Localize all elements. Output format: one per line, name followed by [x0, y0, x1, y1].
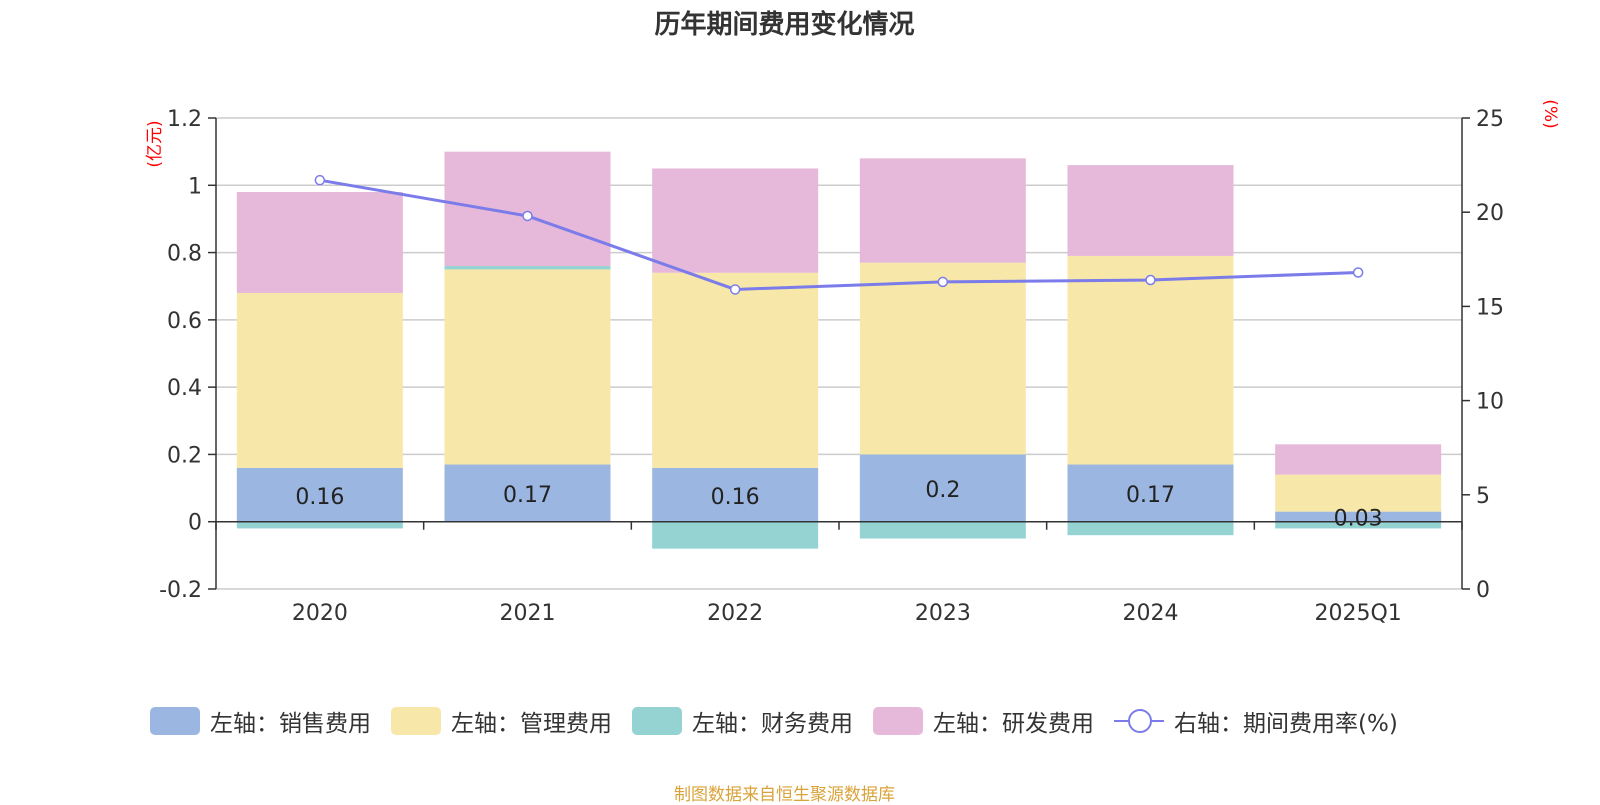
- legend: 左轴：销售费用 左轴：管理费用 左轴：财务费用 左轴：研发费用 右轴：期间费用率…: [150, 703, 1418, 739]
- expense-rate-point-2025Q1: [1352, 267, 1364, 278]
- left-axis-tick-label: 0.6: [167, 309, 202, 334]
- expense-rate-point-2024: [1145, 274, 1156, 286]
- bar-3-2023: [859, 158, 1026, 263]
- expense-rate-point-2021: [522, 210, 533, 222]
- x-axis-tick-label: 2020: [292, 601, 348, 626]
- bar-2-2022: [652, 521, 819, 549]
- legend-swatch-rnd: [873, 707, 923, 735]
- legend-label-rnd: 左轴：研发费用: [933, 711, 1094, 737]
- left-axis-tick-label: 0: [188, 511, 202, 536]
- bar-2-2021: [444, 266, 611, 270]
- bar-3-2022: [652, 168, 819, 273]
- bar-1-2024: [1067, 255, 1234, 465]
- legend-label-finance: 左轴：财务费用: [692, 711, 853, 737]
- legend-label-sales: 左轴：销售费用: [210, 711, 371, 737]
- bar-1-2025Q1: [1275, 474, 1442, 512]
- left-axis-tick-label: 0.8: [167, 242, 202, 267]
- bar-2-2024: [1067, 521, 1234, 536]
- right-axis-tick-label: 10: [1476, 390, 1504, 415]
- bar-2-2020: [236, 521, 403, 529]
- left-axis-unit-label: (亿元): [145, 120, 165, 167]
- bar-3-2020: [236, 192, 403, 293]
- chart-area: -0.2 0 0.2 0.4 0.6 0.8 1 1.2 0 5 10 15 20 25 (亿元) (%) 20…: [145, 99, 1560, 626]
- right-axis-tick-label: 20: [1476, 201, 1504, 226]
- data-label-sales: 0.03: [1334, 507, 1383, 532]
- left-axis-tick-label: 1.2: [167, 107, 202, 132]
- expense-rate-point-2022: [729, 284, 741, 295]
- bar-0-2023: [859, 454, 1026, 522]
- legend-item-finance[interactable]: 左轴：财务费用: [632, 704, 853, 738]
- right-axis-tick-label: 0: [1476, 578, 1490, 603]
- bar-3-2024: [1067, 165, 1234, 256]
- bar-1-2023: [859, 262, 1026, 455]
- x-axis-tick-label: 2023: [915, 601, 971, 626]
- left-axis-tick-label: 0.2: [167, 443, 202, 468]
- legend-swatch-sales: [150, 707, 200, 735]
- legend-item-rnd[interactable]: 左轴：研发费用: [873, 704, 1094, 738]
- source-footer: 制图数据来自恒生聚源数据库: [674, 785, 895, 805]
- legend-item-admin[interactable]: 左轴：管理费用: [391, 704, 612, 738]
- legend-label-expense-rate: 右轴：期间费用率(%): [1174, 711, 1398, 737]
- expense-rate-point-2023: [937, 276, 949, 288]
- bar-1-2021: [444, 269, 611, 465]
- bar-0-2020: [236, 467, 403, 522]
- x-axis-tick-label: 2021: [500, 601, 556, 626]
- x-axis-tick-label: 2024: [1123, 601, 1179, 626]
- legend-item-sales[interactable]: 左轴：销售费用: [150, 704, 371, 738]
- data-label-sales: 0.17: [503, 483, 552, 508]
- bar-3-2025Q1: [1275, 444, 1442, 475]
- legend-swatch-admin: [391, 707, 441, 735]
- legend-label-admin: 左轴：管理费用: [451, 711, 612, 737]
- right-axis-tick-label: 15: [1476, 295, 1504, 320]
- chart-title: 历年期间费用变化情况: [654, 10, 915, 40]
- left-axis-tick-label: 1: [188, 174, 202, 199]
- bar-0-2024: [1067, 464, 1234, 522]
- bar-1-2022: [652, 272, 819, 468]
- right-axis-unit-label: (%): [1540, 99, 1560, 128]
- right-axis-tick-label: 5: [1476, 484, 1490, 509]
- bar-0-2025Q1: [1275, 511, 1442, 522]
- bar-1-2020: [236, 292, 403, 468]
- data-label-sales: 0.17: [1126, 483, 1175, 508]
- legend-item-expense-rate[interactable]: 右轴：期间费用率(%): [1114, 704, 1398, 738]
- left-axis-tick-label: 0.4: [167, 376, 202, 401]
- data-label-sales: 0.2: [925, 478, 960, 503]
- bar-0-2021: [444, 464, 611, 522]
- right-axis-tick-label: 25: [1476, 107, 1504, 132]
- legend-swatch-expense-rate: [1114, 707, 1164, 735]
- x-axis-tick-label: 2025Q1: [1315, 601, 1402, 626]
- expense-rate-line: [319, 178, 1359, 291]
- expense-rate-point-2020: [314, 174, 326, 186]
- bar-2-2023: [859, 521, 1026, 539]
- bar-3-2021: [444, 151, 611, 267]
- data-label-sales: 0.16: [295, 485, 344, 510]
- x-axis-tick-label: 2022: [707, 601, 763, 626]
- bar-0-2022: [652, 467, 819, 522]
- legend-swatch-finance: [632, 707, 682, 735]
- bar-2-2025Q1: [1275, 521, 1442, 529]
- left-axis-tick-label: -0.2: [159, 578, 202, 603]
- data-label-sales: 0.16: [711, 485, 760, 510]
